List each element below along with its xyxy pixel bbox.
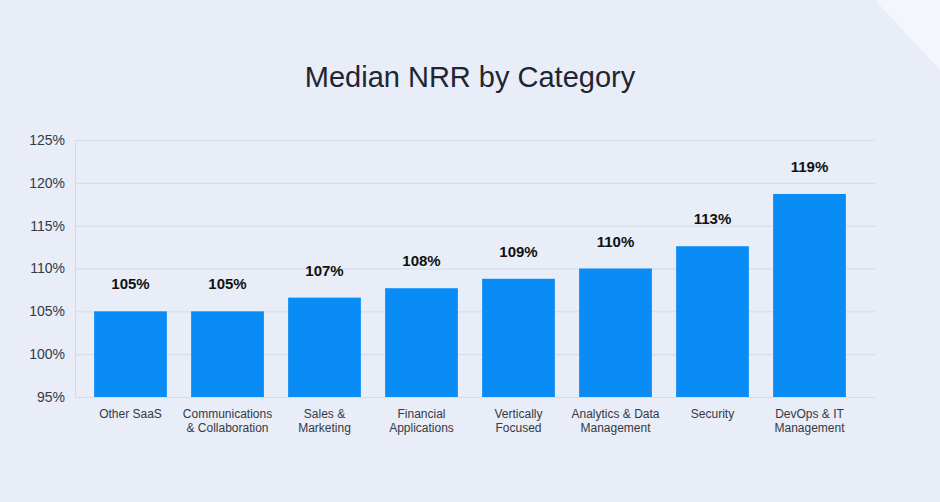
- y-tick: 115%: [30, 218, 875, 234]
- title: Median NRR by Category: [305, 61, 636, 93]
- y-tick-label: 110%: [30, 260, 65, 276]
- x-tick-label: DevOps & ITManagement: [774, 407, 845, 435]
- bar: [579, 269, 652, 398]
- x-tick: VerticallyFocused: [494, 397, 542, 435]
- data-labels: 105% 105% 107% 108% 109% 110% 113% 119%: [111, 158, 828, 292]
- y-tick: 120%: [29, 175, 875, 191]
- data-label: 105%: [208, 275, 246, 292]
- x-tick-label: Sales &Marketing: [298, 407, 351, 435]
- background: [0, 0, 940, 502]
- y-tick-label: 125%: [29, 132, 65, 148]
- bar: [773, 194, 846, 397]
- x-tick: DevOps & ITManagement: [774, 397, 845, 435]
- y-tick-label: 95%: [37, 389, 65, 405]
- bar: [288, 298, 361, 397]
- x-tick: Other SaaS: [99, 397, 162, 421]
- grid-line: [75, 183, 875, 184]
- y-axis: 95% 100% 105% 110% 115% 120% 125%: [29, 132, 875, 405]
- x-tick: Sales &Marketing: [298, 397, 351, 435]
- x-tick: FinancialApplications: [389, 397, 454, 435]
- grid-line: [75, 226, 875, 227]
- grid-line: [75, 269, 875, 270]
- y-tick-label: 120%: [29, 175, 65, 191]
- chart: Median NRR by Category 95% 100% 105% 110% 115…: [0, 0, 940, 502]
- y-tick-label: 100%: [29, 346, 65, 362]
- data-label: 105%: [111, 275, 149, 292]
- bar: [94, 311, 167, 397]
- x-tick-label: Other SaaS: [99, 407, 162, 421]
- x-tick-label: FinancialApplications: [389, 407, 454, 435]
- data-label: 119%: [791, 158, 829, 175]
- bar: [191, 311, 264, 397]
- x-tick-label: Communications& Collaboration: [183, 407, 272, 435]
- bar: [385, 288, 458, 397]
- y-tick: 125%: [29, 132, 875, 148]
- bar: [676, 246, 749, 397]
- data-label: 108%: [402, 252, 440, 269]
- x-tick-label: VerticallyFocused: [494, 407, 542, 435]
- data-label: 107%: [305, 262, 343, 279]
- grid-line: [75, 397, 875, 398]
- data-label: 110%: [597, 233, 635, 250]
- x-tick: Security: [691, 397, 734, 421]
- bar: [482, 279, 555, 397]
- x-tick: Communications& Collaboration: [183, 397, 272, 435]
- grid-line: [75, 140, 875, 141]
- bars: [94, 194, 846, 397]
- data-label: 109%: [499, 243, 537, 260]
- y-tick-label: 115%: [30, 218, 65, 234]
- corner-decoration: [875, 0, 940, 70]
- x-tick-label: Analytics & DataManagement: [571, 407, 659, 435]
- x-tick-label: Security: [691, 407, 734, 421]
- x-axis-line: [83, 397, 859, 398]
- y-tick-label: 105%: [29, 303, 65, 319]
- x-axis: Other SaaS Communications& Collaboration S…: [83, 397, 859, 435]
- data-label: 113%: [694, 210, 732, 227]
- x-tick: Analytics & DataManagement: [571, 397, 659, 435]
